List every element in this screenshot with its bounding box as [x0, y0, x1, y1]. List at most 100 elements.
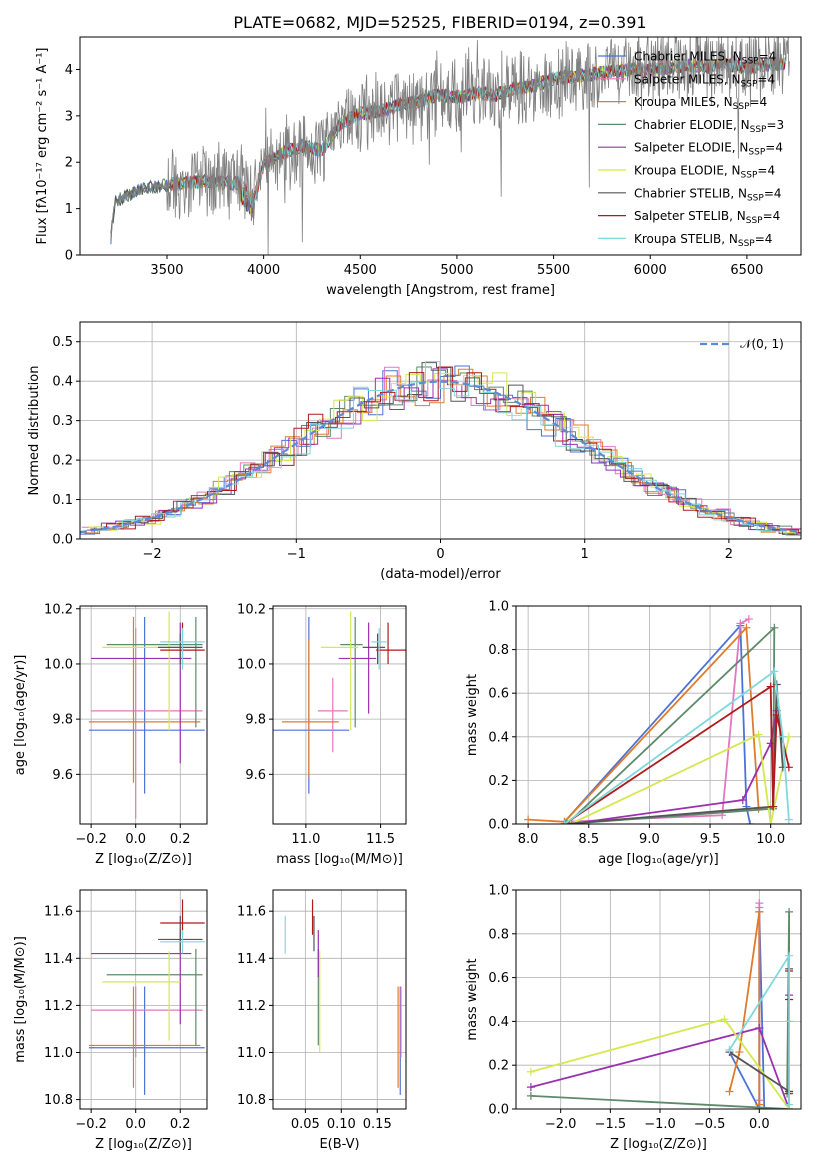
- axes-frame: [515, 605, 802, 825]
- x-axis-label: wavelength [Angstrom, rest frame]: [326, 283, 555, 298]
- x-tick-label: 4000: [247, 263, 280, 278]
- weight-marker: [778, 732, 787, 741]
- x-tick-label: 0.10: [327, 1117, 356, 1132]
- chart-age_vs_Z: −0.2 0.0 0.2 9.6 9.8 10.0 10.2 Z [log₁₀(Z/Z⊙)] a…: [13, 602, 208, 867]
- x-tick-label: 5500: [537, 263, 570, 278]
- data-point: [88, 986, 205, 1095]
- y-tick-label: 11.4: [44, 952, 73, 967]
- x-tick-label: 0.2: [170, 1117, 191, 1132]
- x-tick-label: 5000: [440, 263, 473, 278]
- weight-marker: [785, 1100, 794, 1109]
- weight-marker: [738, 796, 747, 805]
- y-tick-label: 11.2: [237, 999, 266, 1014]
- weight-marker: [784, 763, 793, 772]
- weight-marker: [742, 623, 751, 632]
- y-tick-label: 0.0: [52, 533, 73, 548]
- legend-gaussian: 𝒩(0, 1): [700, 337, 784, 351]
- plot-area: [524, 615, 793, 824]
- x-tick-label: 11.5: [366, 832, 395, 847]
- plot-area: [273, 611, 406, 794]
- legend-entry: Salpeter MILES, NSSP=4: [598, 72, 775, 89]
- axes-frame: [79, 605, 208, 825]
- data-point: [281, 639, 339, 778]
- legend-label: Salpeter STELIB, NSSP=4: [634, 209, 780, 226]
- data-point: [88, 986, 201, 1088]
- axes-frame: [515, 889, 802, 1110]
- y-tick-label: 10.0: [44, 657, 73, 672]
- data-point: [340, 617, 363, 728]
- data-point: [91, 628, 203, 819]
- x-tick-label: −2.0: [545, 1117, 577, 1132]
- weight-marker: [746, 820, 755, 824]
- y-tick-label: 0.5: [52, 335, 73, 350]
- x-tick-label: −0.5: [694, 1117, 726, 1132]
- weight-marker: [770, 667, 779, 676]
- x-axis-label: E(B-V): [319, 1137, 359, 1152]
- y-tick-label: 9.8: [52, 713, 73, 728]
- data-point: [320, 611, 359, 731]
- weight-marker: [766, 682, 775, 691]
- y-axis-label: Normed distribution: [27, 366, 42, 496]
- weight-series-line: [728, 911, 761, 1105]
- y-tick-label: 1.0: [488, 600, 509, 615]
- observed-spectrum-line: [110, 37, 790, 255]
- residual-histogram: [88, 372, 801, 536]
- weight-marker: [754, 730, 763, 739]
- axes-frame: [79, 36, 802, 256]
- x-tick-label: 1: [581, 547, 589, 562]
- legend-entry: Salpeter ELODIE, NSSP=4: [598, 141, 783, 158]
- data-point: [376, 622, 406, 664]
- data-point: [106, 948, 203, 1046]
- legend-label: Kroupa STELIB, NSSP=4: [634, 232, 772, 249]
- y-tick-label: 11.0: [44, 1046, 73, 1061]
- y-tick-label: 10.8: [237, 1093, 266, 1108]
- y-tick-label: 11.0: [237, 1046, 266, 1061]
- data-point: [91, 622, 192, 764]
- legend-label: Salpeter ELODIE, NSSP=4: [634, 141, 783, 158]
- weight-marker: [526, 1083, 535, 1092]
- data-point: [160, 628, 205, 670]
- residual-histogram: [93, 361, 801, 537]
- y-tick-label: 11.6: [44, 905, 73, 920]
- x-tick-label: 0.2: [170, 832, 191, 847]
- plot-area: [284, 899, 402, 1095]
- data-point: [338, 622, 377, 714]
- data-point: [160, 899, 205, 935]
- data-point: [362, 633, 386, 664]
- x-tick-label: 0.15: [363, 1117, 392, 1132]
- y-axis-label: age [log₁₀(age/yr)]: [13, 655, 28, 776]
- weight-marker: [755, 899, 764, 908]
- residual-histogram: [90, 362, 801, 536]
- axes-frame: [272, 605, 407, 825]
- y-tick-label: 9.8: [245, 713, 266, 728]
- x-tick-label: 0: [436, 547, 444, 562]
- weight-marker: [766, 820, 775, 824]
- axes-frame: [79, 321, 802, 540]
- y-tick-label: 10.2: [237, 602, 266, 617]
- y-tick-label: 10.0: [237, 657, 266, 672]
- y-tick-label: 0.4: [52, 375, 73, 390]
- data-point: [157, 633, 203, 664]
- y-tick-label: 10.2: [44, 602, 73, 617]
- legend-label: Chabrier STELIB, NSSP=4: [634, 186, 782, 203]
- weight-marker: [785, 1017, 794, 1026]
- data-point: [371, 628, 387, 670]
- weight-series-line: [566, 625, 776, 824]
- data-point: [106, 617, 203, 728]
- x-tick-label: 0.05: [291, 1117, 320, 1132]
- axes-frame: [272, 889, 407, 1110]
- y-tick-label: 11.2: [44, 999, 73, 1014]
- plot-area: [526, 899, 794, 1109]
- y-tick-label: 9.6: [52, 768, 73, 783]
- legend-label: Kroupa MILES, NSSP=4: [634, 95, 767, 112]
- x-axis-label: (data-model)/error: [380, 567, 501, 582]
- weight-marker: [736, 619, 745, 628]
- weight-series-line: [563, 623, 751, 824]
- legend-entry: Kroupa STELIB, NSSP=4: [598, 232, 772, 249]
- data-point: [88, 617, 205, 794]
- plot-area: [88, 611, 205, 819]
- x-tick-label: −2: [143, 547, 162, 562]
- x-tick-label: 0.0: [125, 1117, 146, 1132]
- chart-age_vs_mass: 11.0 11.5 9.6 9.8 10.0 10.2 mass [log₁₀(M/M⊙)]: [237, 602, 407, 867]
- weight-series-line: [563, 669, 790, 824]
